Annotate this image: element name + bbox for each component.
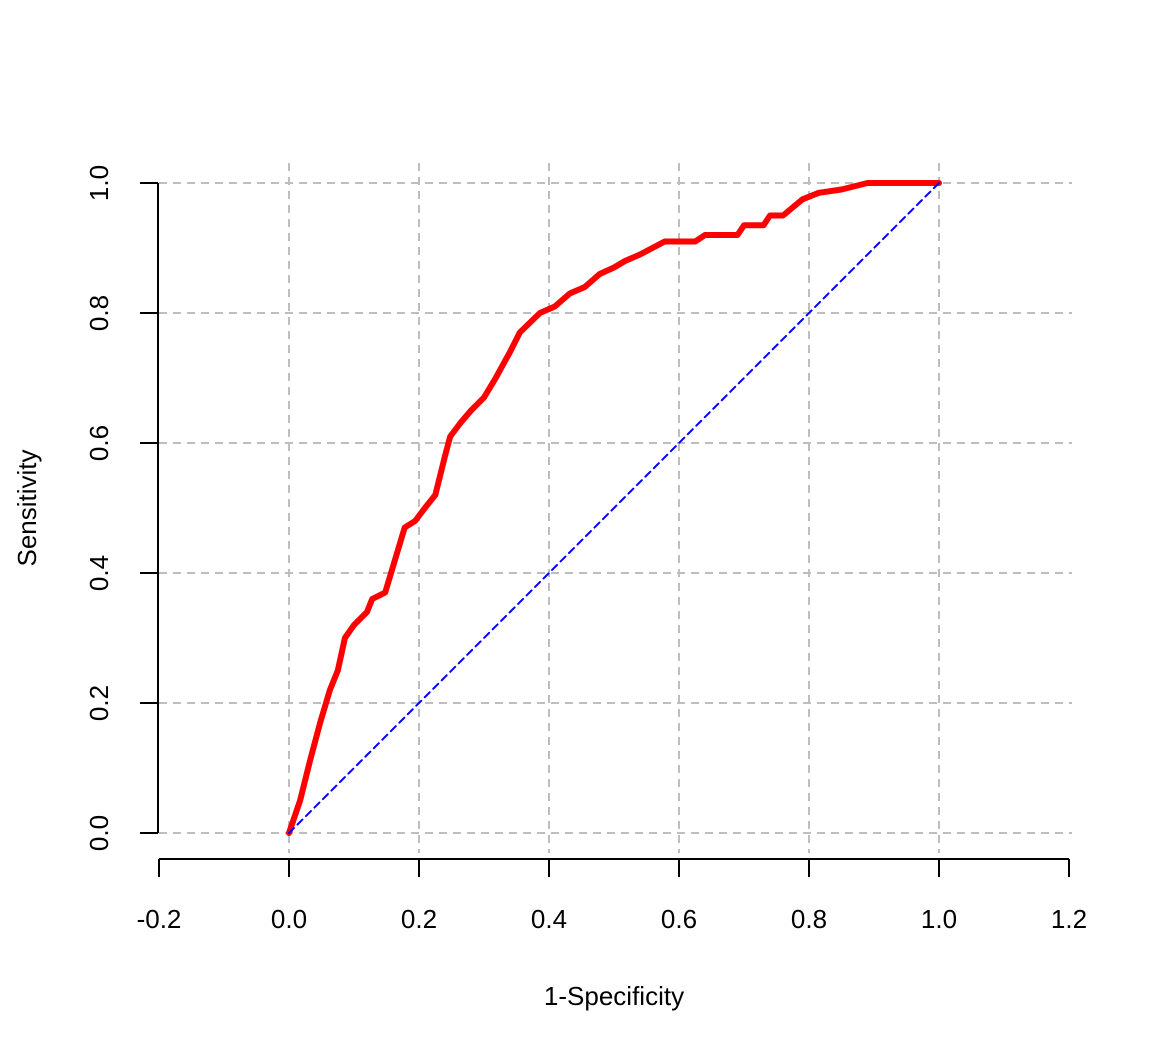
x-tick-label: 0.6 <box>661 904 697 934</box>
series <box>286 180 942 836</box>
roc-curve-line <box>286 180 942 836</box>
x-tick-label: 1.2 <box>1051 904 1087 934</box>
y-tick-label: 0.4 <box>84 555 114 591</box>
x-tick-label: 0.8 <box>791 904 827 934</box>
y-tick-label: 0.0 <box>84 815 114 851</box>
y-tick-label: 0.6 <box>84 425 114 461</box>
x-tick-label: 0.2 <box>401 904 437 934</box>
x-tick-label: 0.4 <box>531 904 567 934</box>
reference-diagonal-line <box>288 182 940 834</box>
y-tick-label: 1.0 <box>84 165 114 201</box>
y-axis-label: Sensitivity <box>12 449 42 566</box>
x-tick-label: 0.0 <box>271 904 307 934</box>
axes: -0.2 0.0 0.2 0.4 0.6 0.8 1.0 1.2 0.0 0.2 0.4 0.6 0.8… <box>84 165 1087 934</box>
x-axis-label: 1-Specificity <box>544 981 684 1011</box>
y-tick-label: 0.2 <box>84 685 114 721</box>
x-tick-label: -0.2 <box>137 904 182 934</box>
x-tick-label: 1.0 <box>921 904 957 934</box>
y-tick-label: 0.8 <box>84 295 114 331</box>
